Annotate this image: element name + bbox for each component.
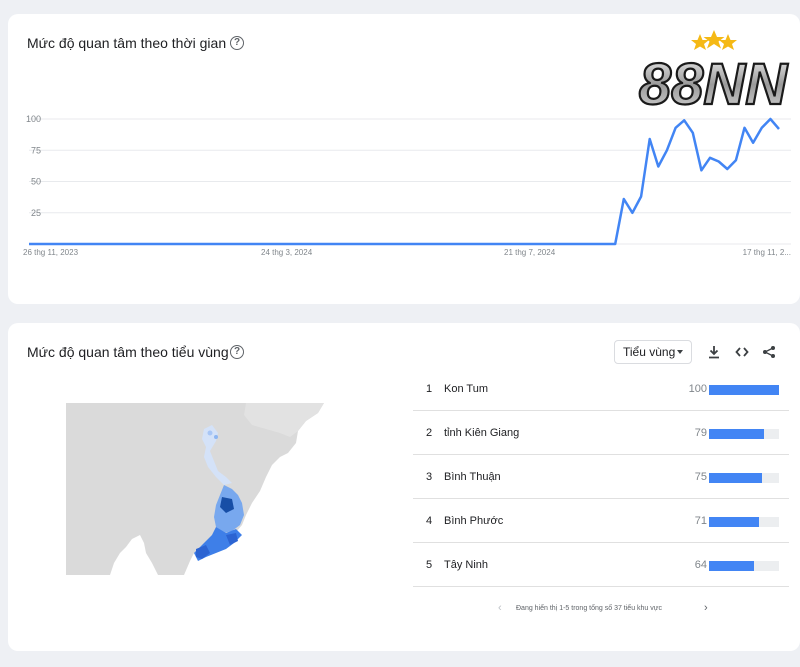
y-tick-label: 75 — [31, 145, 41, 155]
star-icon — [719, 34, 737, 50]
row-name: Kon Tum — [444, 383, 489, 395]
row-bar-fill — [709, 561, 754, 571]
x-tick-label: 21 thg 7, 2024 — [504, 248, 556, 257]
interest-by-subregion-card: Mức độ quan tâm theo tiểu vùng ? Tiểu vù… — [8, 323, 800, 651]
y-tick-label: 100 — [26, 114, 41, 124]
row-bar-fill — [709, 517, 759, 527]
china-coast — [244, 403, 324, 437]
row-bar-track — [709, 561, 779, 571]
vietnam-north — [202, 425, 232, 485]
y-tick-label: 50 — [31, 177, 41, 187]
north-region-dots — [214, 435, 218, 439]
row-bar-fill — [709, 473, 762, 483]
share-icon[interactable] — [760, 343, 778, 361]
row-bar-track — [709, 473, 779, 483]
x-axis-labels: 26 thg 11, 2023 24 thg 3, 2024 21 thg 7, 2… — [23, 248, 791, 257]
row-bar-fill — [709, 429, 765, 439]
row-name: Bình Phước — [444, 515, 504, 527]
region-row[interactable]: 1 Kon Tum 100 — [413, 367, 789, 411]
star-icon — [691, 34, 709, 50]
row-rank: 3 — [426, 471, 433, 483]
binh-thuan-region — [226, 533, 238, 545]
north-region-dots — [207, 430, 213, 436]
row-rank: 2 — [426, 427, 433, 439]
svg-text:88NN: 88NN — [639, 52, 788, 116]
row-value: 75 — [694, 471, 707, 483]
embed-code-icon[interactable] — [733, 343, 751, 361]
card-title: Mức độ quan tâm theo thời gian — [27, 35, 227, 51]
row-rank: 1 — [426, 383, 433, 395]
hainan-island — [238, 447, 252, 461]
region-level-dropdown[interactable]: Tiểu vùng — [614, 340, 692, 364]
row-bar-track — [709, 385, 779, 395]
grid-layer: 25 50 75 100 — [26, 114, 791, 245]
region-row[interactable]: 3 Bình Thuận 75 — [413, 455, 789, 499]
pagination: ‹ Đang hiển thị 1-5 trong tổng số 37 tiể… — [496, 602, 708, 616]
region-row[interactable]: 2 tỉnh Kiên Giang 79 — [413, 411, 789, 455]
region-row[interactable]: 4 Bình Phước 71 — [413, 499, 789, 543]
x-tick-label: 17 thg 11, 2... — [743, 248, 791, 257]
88nn-logo-watermark: 88NN — [638, 30, 789, 116]
caret-down-icon — [677, 350, 683, 354]
row-bar-fill — [709, 385, 779, 395]
row-value: 71 — [694, 515, 707, 527]
kon-tum-region — [220, 497, 234, 513]
row-name: tỉnh Kiên Giang — [444, 427, 520, 439]
dropdown-label: Tiểu vùng — [623, 345, 676, 359]
row-bar-track — [709, 429, 779, 439]
card-title: Mức độ quan tâm theo tiểu vùng — [27, 344, 229, 360]
help-circle-icon[interactable]: ? — [230, 36, 244, 50]
x-tick-label: 26 thg 11, 2023 — [23, 248, 79, 257]
download-icon[interactable] — [705, 343, 723, 361]
y-tick-label: 25 — [31, 208, 41, 218]
row-value: 79 — [694, 427, 707, 439]
star-icon — [703, 30, 725, 49]
region-row[interactable]: 5 Tây Ninh 64 — [413, 543, 789, 587]
row-value: 100 — [688, 383, 707, 395]
row-bar-track — [709, 517, 779, 527]
kien-giang-region — [196, 545, 210, 559]
row-name: Tây Ninh — [444, 559, 489, 571]
pagination-text: Đang hiển thị 1-5 trong tổng số 37 tiểu … — [516, 605, 662, 612]
chevron-left-icon[interactable]: ‹ — [498, 602, 502, 614]
row-rank: 5 — [426, 559, 433, 571]
series-line — [29, 117, 780, 246]
chevron-right-icon[interactable]: › — [704, 602, 708, 614]
row-value: 64 — [694, 559, 707, 571]
help-circle-icon[interactable]: ? — [230, 345, 244, 359]
x-tick-label: 24 thg 3, 2024 — [261, 248, 313, 257]
map-land-mass — [66, 403, 324, 575]
region-map[interactable] — [66, 403, 342, 575]
interest-over-time-card: Mức độ quan tâm theo thời gian ? 25 50 75 1… — [8, 14, 800, 304]
row-rank: 4 — [426, 515, 433, 527]
row-name: Bình Thuận — [444, 471, 501, 483]
